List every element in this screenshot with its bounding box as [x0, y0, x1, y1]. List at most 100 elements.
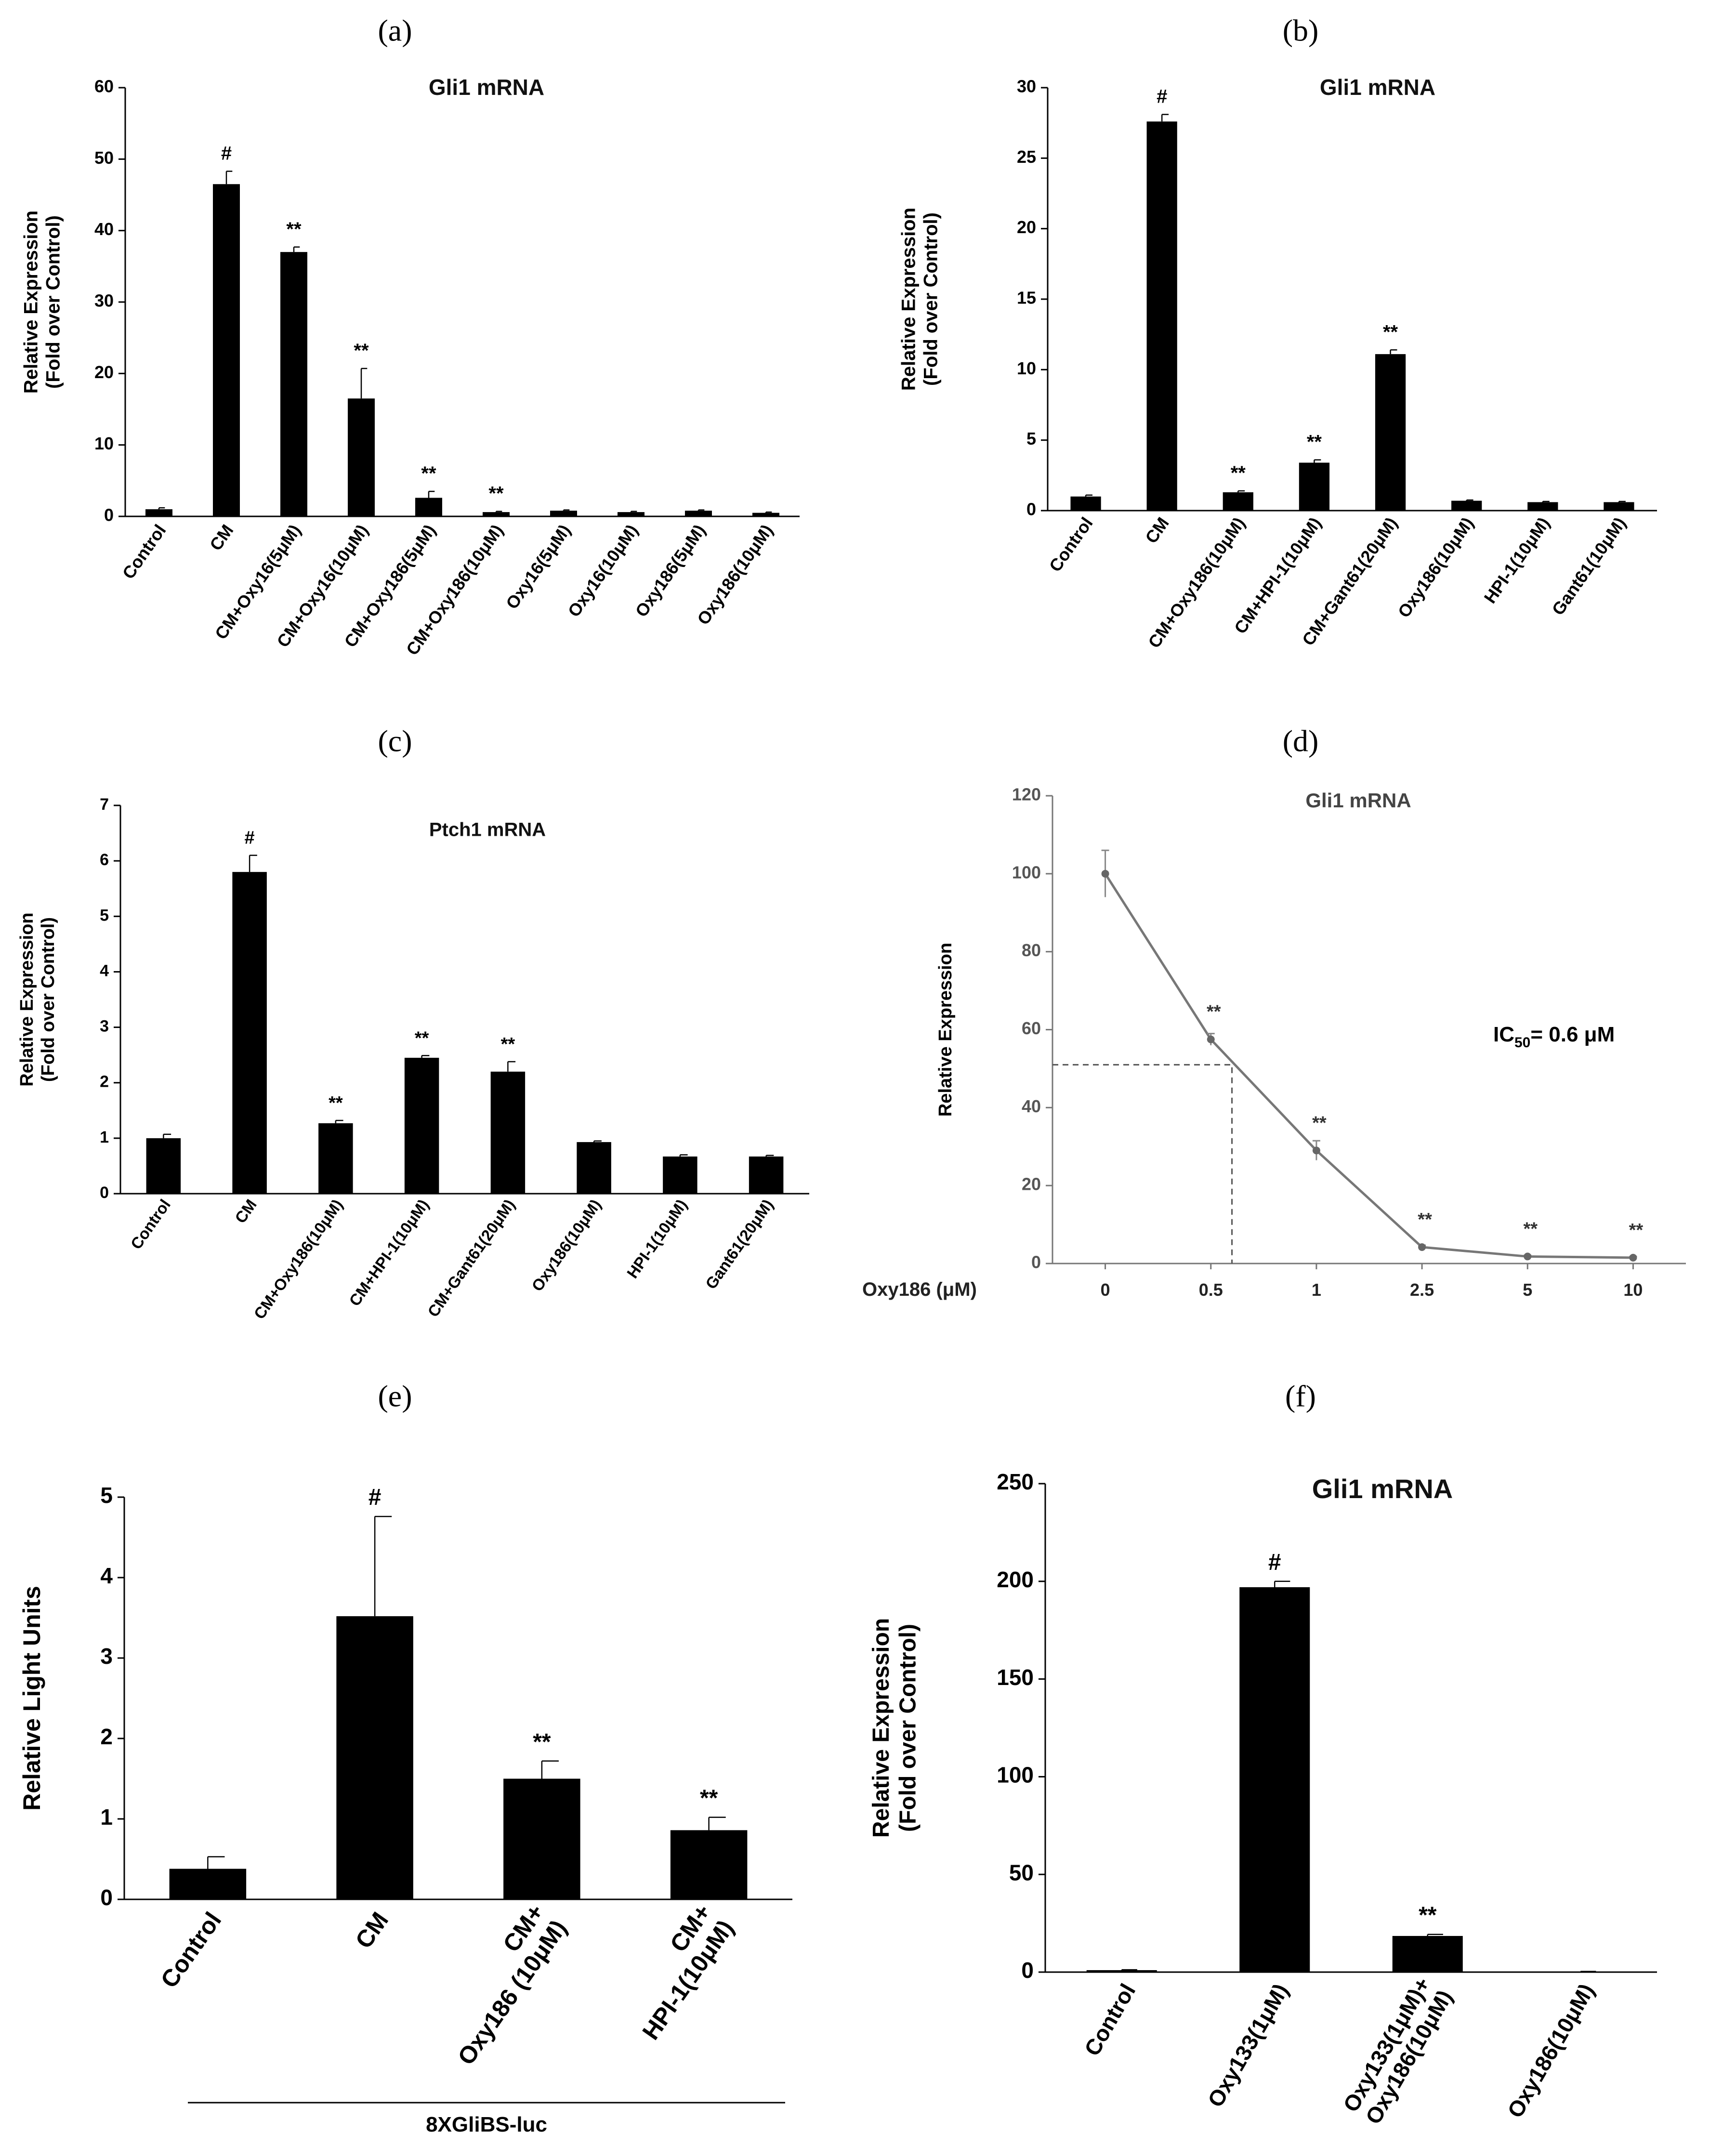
y-tick-label: 30 — [1017, 77, 1036, 96]
y-tick-label: 5 — [100, 906, 109, 924]
x-tick-label: CM — [350, 1907, 394, 1953]
x-tick-label: CM+Oxy186 (10μM) — [430, 1899, 572, 2070]
y-axis-label: Relative Light Units — [18, 1586, 45, 1811]
x-tick-label: CM — [206, 521, 237, 554]
bar — [1299, 462, 1330, 511]
y-tick-label: 2 — [100, 1073, 109, 1091]
x-tick-label: CM+HPI-1(10μM) — [614, 1899, 739, 2045]
bar — [618, 512, 644, 516]
y-tick-label: 60 — [1022, 1018, 1041, 1038]
panel-letter: (e) — [378, 1379, 412, 1413]
y-tick-label: 0 — [1021, 1958, 1034, 1983]
chart-panel-c: (c) Ptch1 mRNA 0 1 2 3 4 5 6 7 Relative Expression… — [17, 724, 809, 1322]
x-tick-label: Gant61(10μM) — [1548, 513, 1630, 619]
panel-letter: (a) — [378, 13, 412, 48]
y-tick-label: 120 — [1012, 785, 1041, 804]
y-tick-label: 40 — [1022, 1096, 1041, 1116]
y-tick-label: 0 — [1031, 1252, 1041, 1272]
significance-marker: ** — [1419, 1903, 1437, 1928]
y-tick-label: 1 — [100, 1128, 109, 1146]
bar — [503, 1778, 580, 1899]
bar — [550, 511, 577, 516]
x-tick-label: Oxy133(1μM) — [1203, 1979, 1293, 2111]
significance-marker: ** — [1418, 1210, 1432, 1230]
bar — [577, 1142, 611, 1194]
y-tick-label: 20 — [1017, 217, 1036, 237]
bar — [663, 1156, 697, 1194]
x-tick-label: 5 — [1523, 1280, 1532, 1300]
bar — [1451, 500, 1482, 511]
x-tick-label: 0.5 — [1199, 1280, 1223, 1300]
y-tick-label: 250 — [997, 1469, 1034, 1494]
significance-marker: ** — [501, 1034, 515, 1054]
y-tick-label: 0 — [100, 1184, 109, 1202]
y-tick-label: 100 — [997, 1763, 1034, 1788]
y-tick-label: 80 — [1022, 940, 1041, 960]
chart-panel-e: (e) 0 1 2 3 4 5 Relative Light Units Control # CM *… — [18, 1379, 792, 2136]
bar — [685, 511, 712, 516]
y-axis-label: (Fold over Control) — [38, 917, 58, 1082]
y-tick-label: 40 — [94, 219, 114, 239]
y-axis-label: Relative Expression — [898, 208, 920, 391]
x-tick-label: 10 — [1623, 1280, 1643, 1300]
data-point — [1524, 1252, 1532, 1261]
significance-marker: # — [1268, 1550, 1281, 1575]
x-tick-label: Gant61(20μM) — [702, 1196, 776, 1292]
bar — [280, 252, 307, 516]
x-tick-label: Oxy186(10μM) — [1502, 1979, 1599, 2122]
x-tick-label: Oxy186(5μM) — [631, 521, 709, 620]
y-tick-label: 2 — [100, 1724, 113, 1749]
x-tick-label: CM+Gant61(20μM) — [424, 1196, 518, 1320]
y-tick-label: 5 — [1026, 429, 1036, 448]
chart-title: Gli1 mRNA — [1312, 1474, 1453, 1504]
bar — [670, 1830, 748, 1899]
bar — [348, 398, 375, 516]
chart-title: Gli1 mRNA — [1320, 75, 1435, 100]
bar — [169, 1869, 247, 1899]
bar — [1375, 354, 1406, 511]
panel-letter: (f) — [1285, 1379, 1316, 1413]
y-tick-label: 200 — [997, 1567, 1034, 1592]
bar — [1604, 502, 1634, 511]
y-tick-label: 150 — [997, 1665, 1034, 1690]
significance-marker: ** — [1383, 321, 1398, 342]
x-tick-label: HPI-1(10μM) — [623, 1196, 691, 1281]
y-tick-label: 4 — [100, 961, 109, 980]
chart-panel-b: (b) Gli1 mRNA 0 5 10 15 20 25 30 Relative Express… — [898, 13, 1657, 652]
significance-marker: ** — [488, 483, 504, 504]
series-line — [1104, 873, 1633, 1259]
group-label: 8XGliBS-luc — [426, 2113, 547, 2136]
chart-title: Gli1 mRNA — [1305, 789, 1411, 812]
y-tick-label: 10 — [1017, 358, 1036, 378]
y-tick-label: 3 — [100, 1644, 113, 1669]
significance-marker: ** — [329, 1093, 343, 1113]
bar — [1223, 492, 1253, 511]
panel-letter: (b) — [1283, 13, 1319, 48]
x-tick-label: Control — [1079, 1979, 1141, 2060]
x-tick-label: Oxy133(1μM)+Oxy186(10μM) — [1338, 1973, 1457, 2129]
significance-marker: ** — [1523, 1219, 1538, 1239]
y-tick-label: 6 — [100, 851, 109, 869]
x-tick-label: Control — [118, 521, 170, 582]
x-tick-label: CM — [231, 1196, 260, 1226]
significance-marker: ** — [1231, 462, 1246, 484]
significance-marker: ** — [1207, 1002, 1221, 1022]
data-point — [1629, 1253, 1637, 1262]
bar — [404, 1057, 439, 1194]
significance-marker: # — [221, 143, 232, 164]
significance-marker: ** — [1307, 432, 1322, 453]
x-tick-label: CM+Oxy186(10μM) — [250, 1196, 346, 1322]
significance-marker: # — [368, 1485, 381, 1510]
panel-letter: (d) — [1283, 724, 1319, 758]
bar — [1239, 1587, 1310, 1972]
y-tick-label: 5 — [100, 1483, 113, 1508]
bar — [415, 498, 442, 516]
significance-marker: ** — [286, 219, 302, 240]
x-tick-label: CM — [1141, 513, 1173, 547]
significance-marker: ** — [1629, 1220, 1644, 1240]
significance-marker: # — [245, 828, 255, 848]
ic50-guide — [1052, 1064, 1233, 1264]
chart-panel-a: (a) Gli1 mRNA 0 10 20 30 40 50 60 Relative Expres… — [21, 13, 800, 659]
bar — [1086, 1970, 1157, 1972]
